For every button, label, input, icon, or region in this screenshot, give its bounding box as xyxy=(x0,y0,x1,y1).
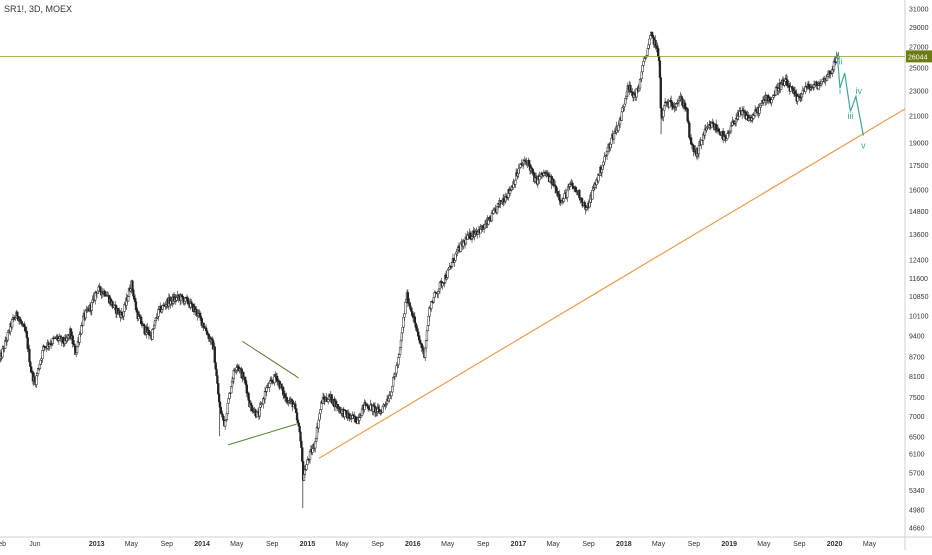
candle xyxy=(327,399,330,403)
x-tick-label: Feb xyxy=(0,541,6,548)
y-tick-label: 4980 xyxy=(909,507,925,514)
candle xyxy=(508,190,512,194)
wave-label: v xyxy=(861,141,866,151)
y-tick-label: 10100 xyxy=(909,314,929,321)
candle xyxy=(688,122,691,138)
candle xyxy=(446,269,449,278)
y-tick-label: 21000 xyxy=(909,113,929,120)
x-tick-label: 2016 xyxy=(405,541,421,548)
y-tick-label: 31000 xyxy=(909,7,929,14)
x-tick-label: 2017 xyxy=(511,541,527,548)
x-tick-label: Sep xyxy=(688,541,701,548)
x-tick-label: May xyxy=(546,541,560,548)
y-tick-label: 7500 xyxy=(909,395,925,402)
candle xyxy=(657,56,661,62)
candle xyxy=(221,413,224,417)
candle xyxy=(226,402,229,414)
y-tick-label: 12400 xyxy=(909,258,929,265)
y-tick-label: 27000 xyxy=(909,45,929,52)
y-tick-label: 5340 xyxy=(909,488,925,495)
y-tick-label: 9400 xyxy=(909,333,925,340)
x-tick-label: Sep xyxy=(161,541,174,548)
candle xyxy=(393,374,397,377)
candle xyxy=(199,316,203,319)
y-tick-label: 6100 xyxy=(909,452,925,459)
y-tick-label: 19000 xyxy=(909,141,929,148)
x-tick-label: May xyxy=(757,541,771,548)
candle xyxy=(6,332,9,341)
x-tick-label: 2019 xyxy=(721,541,737,548)
candle xyxy=(217,393,221,403)
y-tick-label: 4660 xyxy=(909,525,925,532)
x-tick-label: Sep xyxy=(793,541,806,548)
x-tick-label: 2015 xyxy=(300,541,316,548)
y-tick-label: 5700 xyxy=(909,470,925,477)
wave-label: iii xyxy=(847,111,853,121)
candle xyxy=(492,210,495,214)
candle xyxy=(99,286,102,293)
y-tick-label: 25000 xyxy=(909,66,929,73)
x-tick-label: 2014 xyxy=(194,541,210,548)
y-tick-label: 6500 xyxy=(909,434,925,441)
wave-label: iv xyxy=(856,86,863,96)
y-tick-label: 8100 xyxy=(909,374,925,381)
x-tick-label: 2020 xyxy=(827,541,843,548)
candle xyxy=(612,133,616,140)
candle xyxy=(10,319,14,328)
candle xyxy=(450,262,454,267)
candle xyxy=(648,38,651,46)
candle xyxy=(268,382,271,388)
candles-group xyxy=(0,31,840,509)
x-tick-label: May xyxy=(125,541,139,548)
support-trendline xyxy=(318,108,906,459)
x-tick-label: May xyxy=(652,541,666,548)
candle xyxy=(224,420,227,427)
y-tick-label: 14800 xyxy=(909,209,929,216)
candle xyxy=(127,296,130,302)
candle xyxy=(425,330,429,341)
x-tick-label: May xyxy=(230,541,244,548)
x-tick-label: 2018 xyxy=(616,541,632,548)
symbol-label: SR1!, 3D, MOEX xyxy=(4,4,73,14)
candle xyxy=(600,169,604,174)
x-tick-label: Sep xyxy=(266,541,279,548)
x-tick-label: May xyxy=(441,541,455,548)
triangle-lower-line xyxy=(227,423,297,446)
x-tick-label: Sep xyxy=(582,541,595,548)
candle xyxy=(558,194,561,201)
candle xyxy=(303,469,306,475)
candle xyxy=(629,85,632,92)
y-tick-label: 13600 xyxy=(909,232,929,239)
y-tick-label: 29000 xyxy=(909,25,929,32)
candle xyxy=(437,291,440,295)
wave-projection-path xyxy=(836,54,864,136)
candle xyxy=(409,305,412,309)
candle xyxy=(620,111,623,121)
candle xyxy=(305,464,308,470)
x-tick-label: 2013 xyxy=(89,541,105,548)
last-price-label: 26044 xyxy=(908,54,928,61)
candle xyxy=(413,316,416,324)
y-tick-label: 11600 xyxy=(909,276,928,283)
x-tick-label: Jun xyxy=(29,541,40,548)
candle xyxy=(222,416,225,421)
y-tick-label: 7000 xyxy=(909,414,925,421)
y-tick-label: 16000 xyxy=(909,188,929,195)
x-tick-label: Sep xyxy=(477,541,490,548)
wave-label: ii xyxy=(839,56,843,66)
x-tick-label: May xyxy=(863,541,877,548)
y-tick-label: 8700 xyxy=(909,355,925,362)
x-tick-label: Sep xyxy=(371,541,384,548)
y-tick-label: 23000 xyxy=(909,88,929,95)
y-tick-label: 17500 xyxy=(909,163,929,170)
y-tick-label: 10850 xyxy=(909,294,929,301)
candle xyxy=(657,48,660,57)
x-tick-label: May xyxy=(335,541,349,548)
candle xyxy=(404,301,407,314)
triangle-upper-line xyxy=(241,340,299,379)
wave-label: i xyxy=(839,86,841,96)
last-price-badge xyxy=(906,50,932,63)
